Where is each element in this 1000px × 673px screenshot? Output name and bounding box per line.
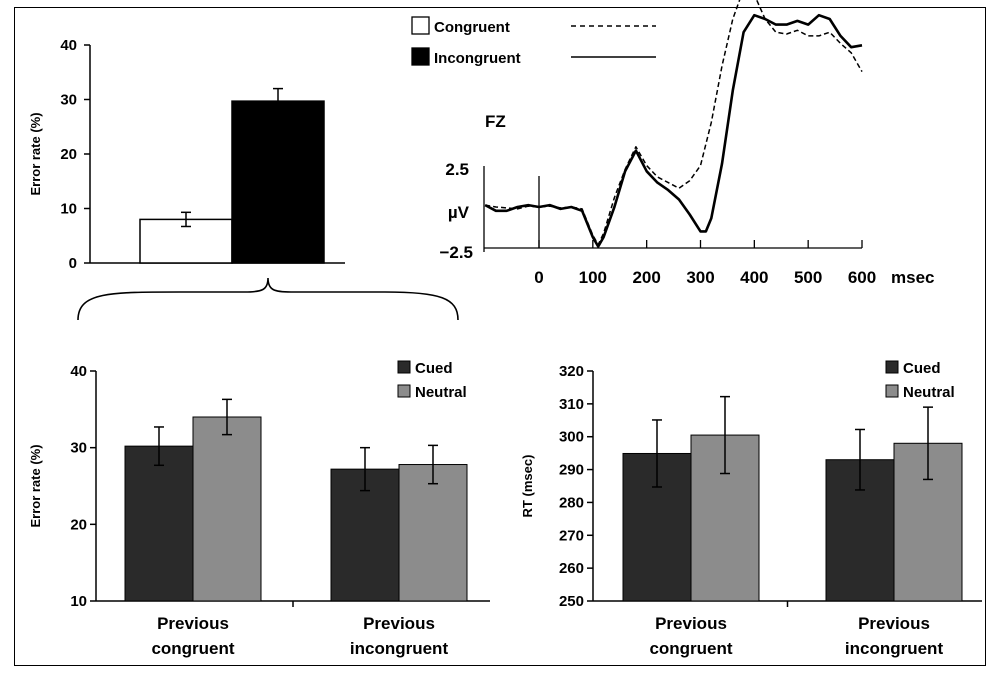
category-label: congruent xyxy=(151,639,234,658)
x-tick-label: 400 xyxy=(740,268,768,287)
bar-incongruent xyxy=(231,100,325,264)
y-tick-label: 10 xyxy=(60,201,77,218)
bar-cued xyxy=(124,445,194,602)
y-tick-label: 40 xyxy=(60,37,77,54)
y-tick-label: 30 xyxy=(60,92,77,109)
y-tick-label: 30 xyxy=(70,440,87,457)
x-tick-label: 600 xyxy=(848,268,876,287)
category-label: Previous xyxy=(655,614,727,633)
panel-rt-by-previous: 250 260 270 280 290 300 310 320 RT (msec) Previou… xyxy=(520,360,982,658)
category-label: Previous xyxy=(363,614,435,633)
y-tick-label: 260 xyxy=(559,560,584,577)
x-tick-label: 100 xyxy=(579,268,607,287)
y-tick-label: 290 xyxy=(559,462,584,479)
category-label: congruent xyxy=(649,639,732,658)
category-label: incongruent xyxy=(350,639,449,658)
electrode-label: FZ xyxy=(485,112,506,131)
figure-frame xyxy=(14,7,986,666)
y-tick-label: 300 xyxy=(559,429,584,446)
panel-error-rate-overall: 0 10 20 30 40 Error rate (%) xyxy=(28,37,345,272)
legend-swatch-congruent xyxy=(411,16,430,35)
y-tick-label: 10 xyxy=(70,593,87,610)
y-tick-label: 20 xyxy=(60,146,77,163)
category-label: Previous xyxy=(858,614,930,633)
legend-swatch-cued xyxy=(397,360,411,374)
x-unit-label: msec xyxy=(891,268,934,287)
legend-label: Congruent xyxy=(434,19,510,36)
bar-neutral xyxy=(192,416,262,602)
legend-label: Neutral xyxy=(415,384,467,401)
legend-swatch-cued xyxy=(885,360,899,374)
y-tick-label: 320 xyxy=(559,363,584,380)
legend-swatch-neutral xyxy=(885,384,899,398)
x-tick-label: 300 xyxy=(686,268,714,287)
category-label: Previous xyxy=(157,614,229,633)
y-axis-label: Error rate (%) xyxy=(28,112,43,195)
legend-label: Neutral xyxy=(903,384,955,401)
x-tick-label: 200 xyxy=(632,268,660,287)
y-tick-label: 40 xyxy=(70,363,87,380)
panel-error-rate-by-previous: 10 20 30 40 Error rate (%) Previous congruent P… xyxy=(28,360,490,658)
y-axis-label: RT (msec) xyxy=(520,455,535,518)
y-tick-label: 270 xyxy=(559,527,584,544)
y-tick-label: 280 xyxy=(559,494,584,511)
y-unit-label: µV xyxy=(448,203,470,222)
bar-neutral xyxy=(398,464,468,602)
y-tick-label-bottom: −2.5 xyxy=(439,243,473,262)
series-line-congruent xyxy=(485,0,863,246)
legend-swatch-neutral xyxy=(397,384,411,398)
grouping-brace xyxy=(77,277,459,321)
series-line-incongruent xyxy=(484,13,863,248)
category-label: incongruent xyxy=(845,639,944,658)
legend-swatch-incongruent xyxy=(411,47,430,66)
y-tick-label: 20 xyxy=(70,516,87,533)
legend-label: Incongruent xyxy=(434,50,521,67)
y-axis-label: Error rate (%) xyxy=(28,444,43,527)
panel-erp-fz: Congruent Incongruent 0 100 200 300 400 500 600 m… xyxy=(411,0,934,287)
legend-label: Cued xyxy=(415,360,453,377)
y-tick-label: 310 xyxy=(559,396,584,413)
x-tick-label: 0 xyxy=(534,268,543,287)
y-tick-label: 0 xyxy=(69,255,77,272)
x-tick-label: 500 xyxy=(794,268,822,287)
y-tick-label-top: 2.5 xyxy=(445,160,469,179)
legend-label: Cued xyxy=(903,360,941,377)
y-tick-label: 250 xyxy=(559,593,584,610)
